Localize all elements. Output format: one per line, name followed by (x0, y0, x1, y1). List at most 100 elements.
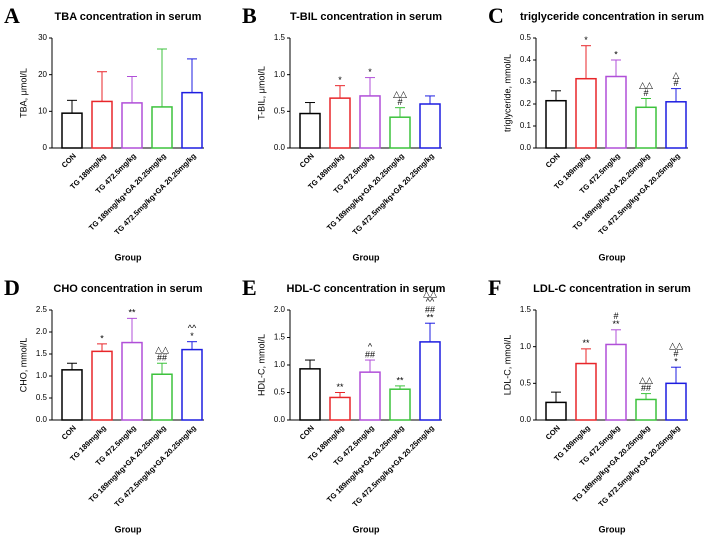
panel-letter: E (242, 275, 257, 300)
y-tick-label: 2.0 (36, 327, 48, 336)
bar (575, 362, 597, 421)
bar (121, 341, 143, 421)
y-tick-label: 0.5 (274, 106, 286, 115)
y-axis-label: LDL-C, mmol/L (502, 335, 512, 396)
bar (419, 341, 441, 421)
significance-mark: # (643, 88, 648, 98)
significance-mark: ## (365, 349, 375, 359)
significance-mark: ^^ (188, 323, 197, 333)
y-tick-label: 0.5 (520, 378, 532, 387)
significance-mark: ^^ (426, 297, 435, 307)
x-axis-label: Group (353, 252, 380, 262)
y-tick-label: 0 (43, 143, 48, 152)
bar (545, 99, 567, 149)
significance-mark: # (613, 311, 618, 321)
y-tick-label: 2.0 (274, 305, 286, 314)
significance-mark: △△ (393, 89, 407, 99)
panel-letter: C (488, 3, 504, 28)
y-tick-label: 30 (38, 33, 47, 42)
significance-mark: * (190, 331, 194, 341)
bar (91, 100, 113, 149)
bar (419, 103, 441, 149)
chart-title: HDL-C concentration in serum (287, 283, 446, 295)
panel-letter: F (488, 275, 501, 300)
significance-mark: ^ (368, 341, 373, 351)
significance-mark: △△ (639, 375, 653, 385)
y-tick-label: 0.0 (520, 143, 532, 152)
significance-mark: # (397, 97, 402, 107)
chart-title: TBA concentration in serum (55, 11, 202, 23)
chart-title: T-BIL concentration in serum (290, 11, 442, 23)
x-tick-label: CON (60, 151, 78, 169)
y-tick-label: 0.0 (36, 415, 48, 424)
x-tick-label: CON (298, 151, 316, 169)
bar (61, 369, 83, 421)
bar (151, 106, 173, 149)
x-axis-label: Group (115, 252, 142, 262)
bar (389, 116, 411, 149)
significance-mark: # (673, 78, 678, 88)
bar (389, 388, 411, 421)
bar (359, 95, 381, 149)
bar (91, 350, 113, 421)
y-tick-label: 0.5 (36, 393, 48, 402)
significance-mark: ** (582, 338, 590, 348)
bar (665, 101, 687, 149)
y-tick-label: 1.5 (274, 333, 286, 342)
chart-title: CHO concentration in serum (53, 283, 202, 295)
significance-mark: * (338, 75, 342, 85)
y-tick-label: 10 (38, 106, 47, 115)
y-tick-label: 0.0 (274, 143, 286, 152)
bar (329, 396, 351, 421)
significance-mark: * (368, 67, 372, 77)
significance-mark: * (614, 49, 618, 59)
significance-mark: # (673, 349, 678, 359)
y-tick-label: 1.0 (520, 342, 532, 351)
y-tick-label: 0.1 (520, 121, 532, 130)
bar (635, 106, 657, 149)
significance-mark: ** (426, 313, 434, 323)
y-tick-label: 0.0 (274, 415, 286, 424)
y-tick-label: 0.0 (520, 415, 532, 424)
x-tick-label: CON (60, 423, 78, 441)
y-tick-label: 0.3 (520, 77, 532, 86)
significance-mark: ** (128, 308, 136, 318)
y-tick-label: 2.5 (36, 305, 48, 314)
bar (61, 112, 83, 149)
x-axis-label: Group (115, 524, 142, 534)
y-axis-label: T-BIL, μmol/L (256, 66, 266, 120)
significance-mark: ## (641, 383, 651, 393)
bar (181, 91, 203, 149)
y-axis-label: triglyceride, mmol/L (502, 54, 512, 132)
bar (181, 348, 203, 421)
y-tick-label: 1.5 (36, 349, 48, 358)
y-tick-label: 1.5 (520, 305, 532, 314)
bar (545, 401, 567, 421)
bar (359, 371, 381, 421)
panel-letter: B (242, 3, 257, 28)
significance-mark: ## (425, 305, 435, 315)
y-tick-label: 20 (38, 70, 47, 79)
chart-title: LDL-C concentration in serum (533, 283, 691, 295)
chart-title: triglyceride concentration in serum (520, 11, 704, 23)
significance-mark: ## (157, 353, 167, 363)
significance-mark: ** (336, 382, 344, 392)
bar (151, 373, 173, 421)
bar (299, 112, 321, 149)
bar (299, 368, 321, 421)
bar (635, 398, 657, 421)
x-tick-label: CON (298, 423, 316, 441)
significance-mark: △△ (669, 341, 683, 351)
y-tick-label: 1.0 (274, 70, 286, 79)
significance-mark: * (584, 35, 588, 45)
x-tick-label: CON (544, 423, 562, 441)
bar (665, 382, 687, 421)
y-tick-label: 1.5 (274, 33, 286, 42)
significance-mark: ** (396, 375, 404, 385)
significance-mark: ** (612, 319, 620, 329)
bar (121, 102, 143, 149)
y-axis-label: HDL-C, mmol/L (256, 334, 266, 396)
y-axis-label: TBA, μmol/L (18, 68, 28, 118)
y-tick-label: 0.5 (520, 33, 532, 42)
